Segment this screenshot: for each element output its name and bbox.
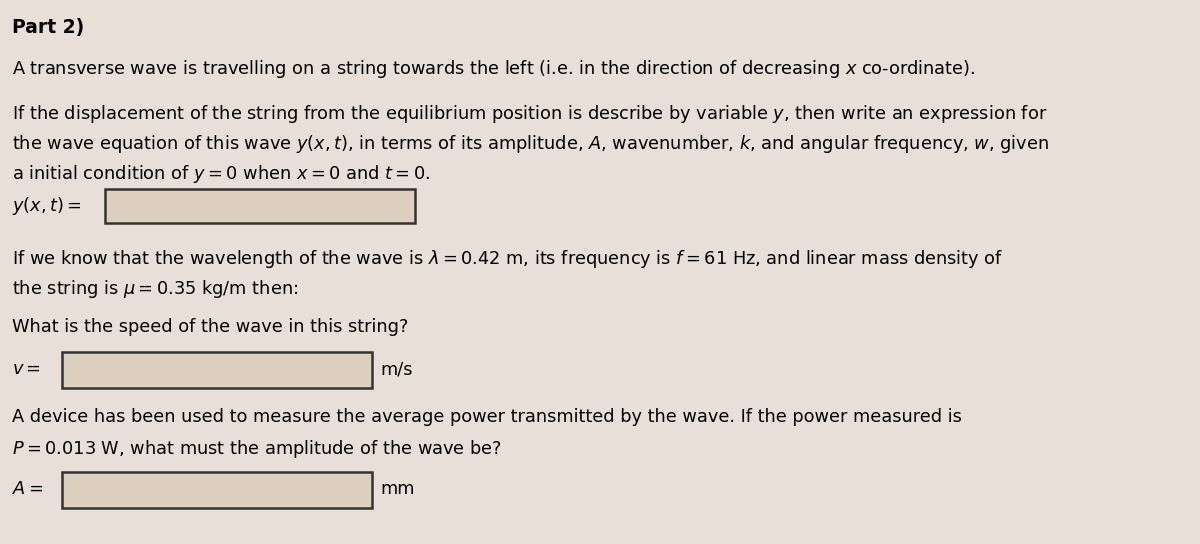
Text: $A =$: $A =$ — [12, 480, 43, 498]
Text: the string is $\mu = 0.35$ kg/m then:: the string is $\mu = 0.35$ kg/m then: — [12, 278, 299, 300]
Text: a initial condition of $y = 0$ when $x = 0$ and $t = 0$.: a initial condition of $y = 0$ when $x =… — [12, 163, 431, 185]
Text: What is the speed of the wave in this string?: What is the speed of the wave in this st… — [12, 318, 408, 336]
Text: $P = 0.013$ W, what must the amplitude of the wave be?: $P = 0.013$ W, what must the amplitude o… — [12, 438, 502, 460]
Bar — [106, 189, 415, 223]
Bar — [62, 472, 372, 508]
Text: If we know that the wavelength of the wave is $\lambda = 0.42$ m, its frequency : If we know that the wavelength of the wa… — [12, 248, 1003, 270]
Text: If the displacement of the string from the equilibrium position is describe by v: If the displacement of the string from t… — [12, 103, 1048, 125]
Text: mm: mm — [380, 480, 414, 498]
Text: A device has been used to measure the average power transmitted by the wave. If : A device has been used to measure the av… — [12, 408, 962, 426]
Text: $v =$: $v =$ — [12, 360, 41, 378]
Text: A transverse wave is travelling on a string towards the left (i.e. in the direct: A transverse wave is travelling on a str… — [12, 58, 976, 80]
Bar — [62, 352, 372, 388]
Text: m/s: m/s — [380, 360, 413, 378]
Text: $y(x, t) =$: $y(x, t) =$ — [12, 195, 82, 217]
Text: Part 2): Part 2) — [12, 18, 84, 37]
Text: the wave equation of this wave $y(x, t)$, in terms of its amplitude, $A$, wavenu: the wave equation of this wave $y(x, t)$… — [12, 133, 1049, 155]
